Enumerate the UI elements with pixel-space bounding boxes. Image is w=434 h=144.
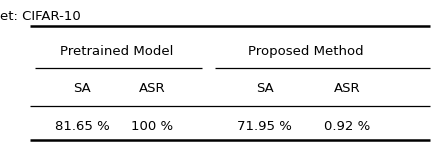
Text: et: CIFAR-10: et: CIFAR-10 bbox=[0, 10, 81, 23]
Text: ASR: ASR bbox=[334, 82, 361, 95]
Text: 81.65 %: 81.65 % bbox=[55, 120, 110, 132]
Text: Proposed Method: Proposed Method bbox=[248, 45, 364, 58]
Text: SA: SA bbox=[74, 82, 91, 95]
Text: ASR: ASR bbox=[138, 82, 165, 95]
Text: SA: SA bbox=[256, 82, 273, 95]
Text: 0.92 %: 0.92 % bbox=[324, 120, 370, 132]
Text: Pretrained Model: Pretrained Model bbox=[60, 45, 174, 58]
Text: 71.95 %: 71.95 % bbox=[237, 120, 292, 132]
Text: 100 %: 100 % bbox=[131, 120, 173, 132]
